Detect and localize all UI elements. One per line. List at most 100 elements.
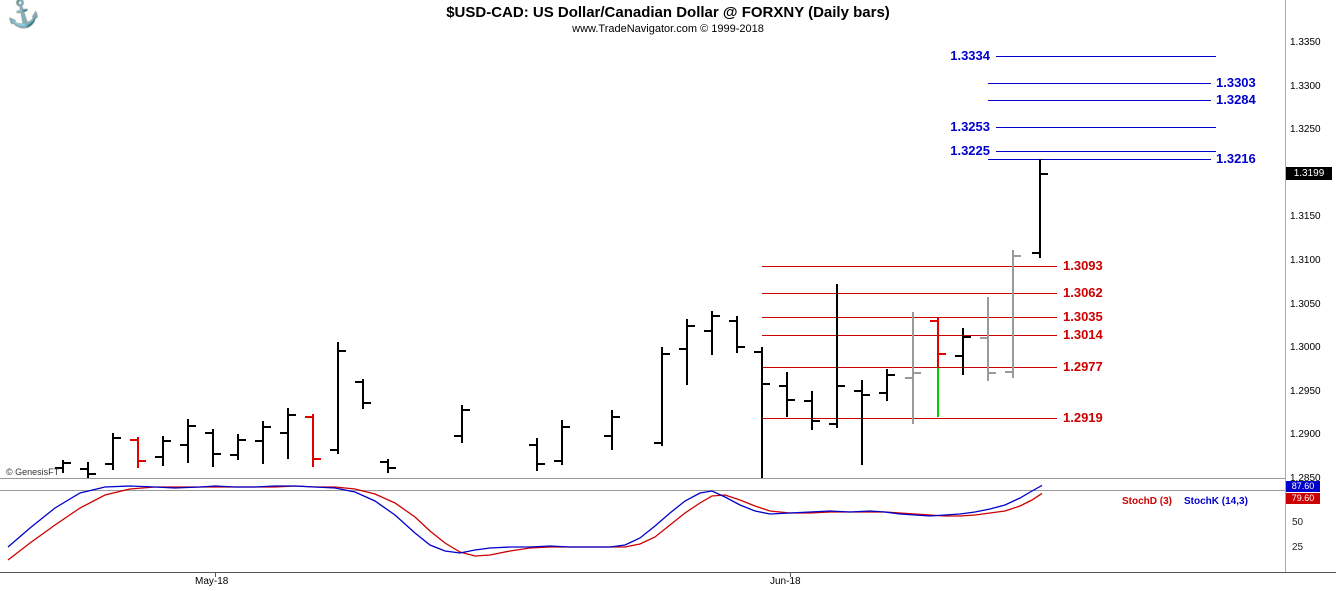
close-tick	[289, 414, 296, 416]
support-label: 1.3062	[1063, 285, 1103, 300]
close-tick	[189, 425, 196, 427]
stochd-legend-label: StochD (3)	[1122, 496, 1172, 507]
time-axis-label: Jun-18	[770, 576, 801, 587]
close-tick	[389, 467, 396, 469]
stochastic-legend: StochD (3) StochK (14,3)	[1122, 496, 1284, 507]
support-line	[762, 418, 1057, 419]
resistance-label: 1.3253	[950, 119, 990, 134]
panel-separator-bottom	[0, 490, 1286, 491]
last-price-badge: 1.3199	[1286, 167, 1332, 180]
ohlc-bar	[761, 347, 763, 478]
ohlc-bar	[461, 405, 463, 443]
open-tick	[554, 460, 561, 462]
ohlc-bar	[861, 380, 863, 465]
close-tick	[964, 336, 971, 338]
support-label: 1.3093	[1063, 258, 1103, 273]
ohlc-bar	[711, 311, 713, 355]
ohlc-bar	[362, 379, 364, 409]
ohlc-bar	[987, 297, 989, 381]
support-label: 1.2977	[1063, 359, 1103, 374]
open-tick	[779, 385, 786, 387]
close-tick	[838, 385, 845, 387]
open-tick	[130, 439, 137, 441]
time-axis-label: May-18	[195, 576, 229, 587]
open-tick	[355, 381, 362, 383]
open-tick	[679, 348, 686, 350]
close-tick	[114, 437, 121, 439]
ohlc-bar	[262, 421, 264, 464]
close-tick	[214, 453, 221, 455]
close-tick	[763, 383, 770, 385]
open-tick	[829, 423, 836, 425]
price-axis-label: 1.3250	[1290, 124, 1321, 135]
close-tick	[788, 399, 795, 401]
ohlc-bar	[536, 438, 538, 471]
open-tick	[105, 463, 112, 465]
open-tick	[729, 320, 736, 322]
open-tick	[230, 454, 237, 456]
stoch-axis-label: 25	[1292, 542, 1304, 553]
support-line	[762, 335, 1057, 336]
resistance-label: 1.3303	[1216, 75, 1256, 90]
open-tick	[380, 461, 387, 463]
open-tick	[854, 390, 861, 392]
close-tick	[939, 353, 946, 355]
chart-subtitle: www.TradeNavigator.com © 1999-2018	[572, 23, 764, 35]
ohlc-bar	[786, 372, 788, 417]
resistance-line	[996, 151, 1216, 152]
time-axis: May-18 Jun-18	[0, 572, 1336, 591]
ohlc-bar	[312, 414, 314, 467]
close-tick	[989, 372, 996, 374]
chart-title: $USD-CAD: US Dollar/Canadian Dollar @ FO…	[446, 4, 890, 21]
ohlc-bar	[937, 368, 939, 417]
ohlc-bar	[137, 437, 139, 468]
open-tick	[905, 377, 912, 379]
open-tick	[754, 351, 761, 353]
resistance-line	[996, 56, 1216, 57]
open-tick	[1005, 371, 1012, 373]
open-tick	[180, 444, 187, 446]
close-tick	[863, 394, 870, 396]
open-tick	[930, 320, 937, 322]
ohlc-bar	[1039, 159, 1041, 258]
stochastic-plot	[7, 484, 1043, 561]
close-tick	[713, 315, 720, 317]
panel-separator-top	[0, 478, 1286, 479]
open-tick	[155, 456, 162, 458]
stochd-value-badge: 79.60	[1286, 493, 1320, 504]
ohlc-bar	[962, 328, 964, 375]
stochk-line	[7, 484, 1043, 554]
resistance-line	[988, 100, 1211, 101]
open-tick	[305, 416, 312, 418]
ohlc-bar	[187, 419, 189, 463]
time-axis-tick	[215, 573, 216, 577]
price-axis-label: 1.3350	[1290, 37, 1321, 48]
close-tick	[688, 325, 695, 327]
resistance-line	[988, 159, 1211, 160]
ohlc-bar	[611, 410, 613, 450]
support-label: 1.3014	[1063, 327, 1103, 342]
ohlc-bar	[661, 347, 663, 446]
ohlc-bar	[736, 316, 738, 353]
ohlc-bar	[237, 434, 239, 460]
resistance-label: 1.3334	[950, 48, 990, 63]
support-line	[762, 266, 1057, 267]
close-tick	[463, 409, 470, 411]
price-axis-label: 1.2900	[1290, 429, 1321, 440]
price-axis-label: 1.3150	[1290, 211, 1321, 222]
ohlc-bar	[62, 460, 64, 473]
resistance-line	[996, 127, 1216, 128]
support-label: 1.3035	[1063, 309, 1103, 324]
open-tick	[804, 400, 811, 402]
ohlc-bar	[1012, 250, 1014, 378]
close-tick	[563, 426, 570, 428]
open-tick	[1032, 252, 1039, 254]
close-tick	[888, 374, 895, 376]
close-tick	[738, 346, 745, 348]
ohlc-bar	[87, 462, 89, 478]
open-tick	[980, 337, 987, 339]
resistance-label: 1.3284	[1216, 92, 1256, 107]
support-line	[762, 293, 1057, 294]
open-tick	[205, 432, 212, 434]
